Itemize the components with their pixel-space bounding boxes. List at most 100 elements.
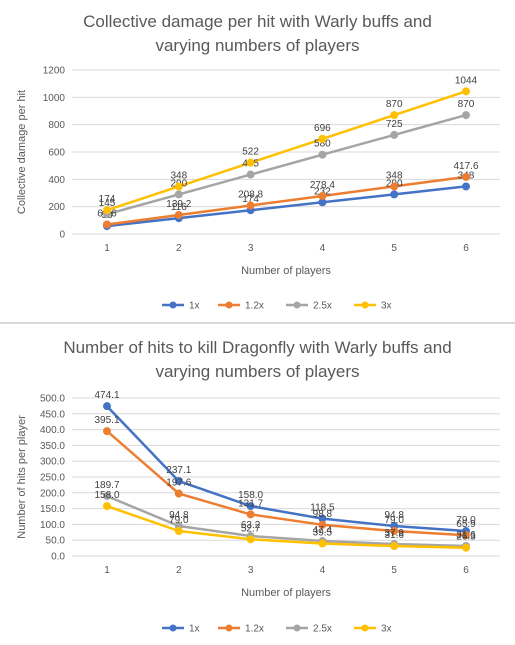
data-point <box>318 191 327 200</box>
data-label: 189.7 <box>94 480 119 491</box>
x-tick-label: 5 <box>391 243 397 254</box>
y-tick-label: 1200 <box>43 66 66 77</box>
data-label: 118.5 <box>310 503 335 514</box>
data-point <box>462 182 470 191</box>
data-point <box>390 182 399 191</box>
data-point <box>462 111 470 120</box>
legend-label: 2.5x <box>313 624 332 635</box>
chart-title-line-2: varying numbers of players <box>155 362 360 381</box>
data-label: 348 <box>386 170 403 181</box>
data-label: 395.1 <box>94 415 119 426</box>
data-point <box>174 210 183 219</box>
legend-label: 1.2x <box>245 301 264 312</box>
legend-marker <box>361 624 369 632</box>
y-tick-label: 400.0 <box>40 425 65 436</box>
data-label: 1044 <box>455 75 478 86</box>
y-tick-label: 250.0 <box>40 473 65 484</box>
data-label: 39.5 <box>313 528 333 539</box>
data-label: 79.0 <box>169 515 189 526</box>
series-line-1x <box>106 405 467 533</box>
data-point <box>103 492 111 501</box>
data-point <box>103 206 111 215</box>
data-point <box>103 220 111 229</box>
data-point <box>246 201 255 210</box>
legend-marker <box>293 624 301 632</box>
x-tick-label: 6 <box>463 243 469 254</box>
data-label: 158.0 <box>238 490 263 501</box>
series-line-2.5x <box>106 494 467 548</box>
damage-chart-svg: 0 200 400 600 800 1000 1200 1 2 3 4 5 6 Number of pla… <box>16 66 500 312</box>
data-label: 232 <box>314 186 331 197</box>
data-label: 79.0 <box>456 515 476 526</box>
y-tick-label: 600 <box>48 148 65 159</box>
y-tick-label: 200.0 <box>40 488 65 499</box>
legend-marker <box>169 624 177 632</box>
data-point <box>174 182 183 191</box>
chart-title: Number of hits to kill Dragonfly with Wa… <box>0 336 515 384</box>
data-label: 37.9 <box>384 528 404 539</box>
legend-marker <box>361 301 369 309</box>
data-point <box>318 539 327 548</box>
data-label: 31.6 <box>384 530 404 541</box>
data-point <box>174 527 183 536</box>
data-label: 696 <box>314 123 331 134</box>
x-tick-label: 6 <box>463 565 469 576</box>
data-label: 278.4 <box>310 180 335 191</box>
legend-marker <box>169 301 177 309</box>
data-label: 116 <box>171 202 187 213</box>
data-point <box>246 158 255 167</box>
data-label: 139.2 <box>166 199 191 210</box>
series-line-3x <box>106 90 467 212</box>
legend-marker <box>225 624 233 632</box>
x-axis-title: Number of players <box>241 587 331 599</box>
y-tick-label: 50.0 <box>46 536 66 547</box>
legend-marker <box>225 301 233 309</box>
data-point <box>246 535 255 544</box>
data-label: 174 <box>99 194 116 205</box>
legend-label: 3x <box>381 624 392 635</box>
data-label: 580 <box>314 139 331 150</box>
y-tick-label: 400 <box>48 175 65 186</box>
data-label: 208.8 <box>238 189 263 200</box>
x-tick-label: 3 <box>248 565 254 576</box>
data-point <box>390 527 399 536</box>
data-label: 522 <box>242 147 259 158</box>
x-tick-label: 4 <box>320 243 326 254</box>
y-tick-label: 500.0 <box>40 394 65 405</box>
y-tick-label: 800 <box>48 120 65 131</box>
data-point <box>174 477 183 486</box>
data-label: 98.8 <box>313 509 333 520</box>
data-label: 65.9 <box>456 519 476 530</box>
x-axis-title: Number of players <box>241 265 331 277</box>
x-tick-label: 2 <box>176 565 182 576</box>
data-point <box>390 111 399 120</box>
y-tick-label: 350.0 <box>40 441 65 452</box>
chart-title: Collective damage per hit with Warly buf… <box>0 10 515 58</box>
y-tick-label: 100.0 <box>40 520 65 531</box>
x-tick-label: 1 <box>104 565 110 576</box>
y-tick-label: 0.0 <box>51 552 65 563</box>
y-tick-label: 150.0 <box>40 504 65 515</box>
data-point <box>174 190 183 199</box>
data-label: 63.2 <box>241 520 261 531</box>
legend-marker <box>293 301 301 309</box>
data-point <box>174 489 183 498</box>
data-point <box>246 170 255 179</box>
chart-title-line-2: varying numbers of players <box>155 36 360 55</box>
y-tick-label: 450.0 <box>40 409 65 420</box>
chart-divider <box>0 322 515 324</box>
x-tick-label: 5 <box>391 565 397 576</box>
data-label: 197.6 <box>166 478 191 489</box>
data-label: 348 <box>170 170 187 181</box>
data-label: 26.3 <box>456 532 476 543</box>
data-point <box>246 510 255 519</box>
series-line-1.2x <box>106 175 467 226</box>
data-label: 870 <box>386 99 403 110</box>
data-label: 31.6 <box>456 530 476 541</box>
chart-panel-damage: Collective damage per hit with Warly buf… <box>0 10 515 312</box>
data-label: 94.8 <box>169 510 189 521</box>
chart-title-line-1: Number of hits to kill Dragonfly with Wa… <box>63 338 452 357</box>
data-point <box>318 134 327 143</box>
y-tick-label: 200 <box>48 202 65 213</box>
data-label: 870 <box>458 99 475 110</box>
